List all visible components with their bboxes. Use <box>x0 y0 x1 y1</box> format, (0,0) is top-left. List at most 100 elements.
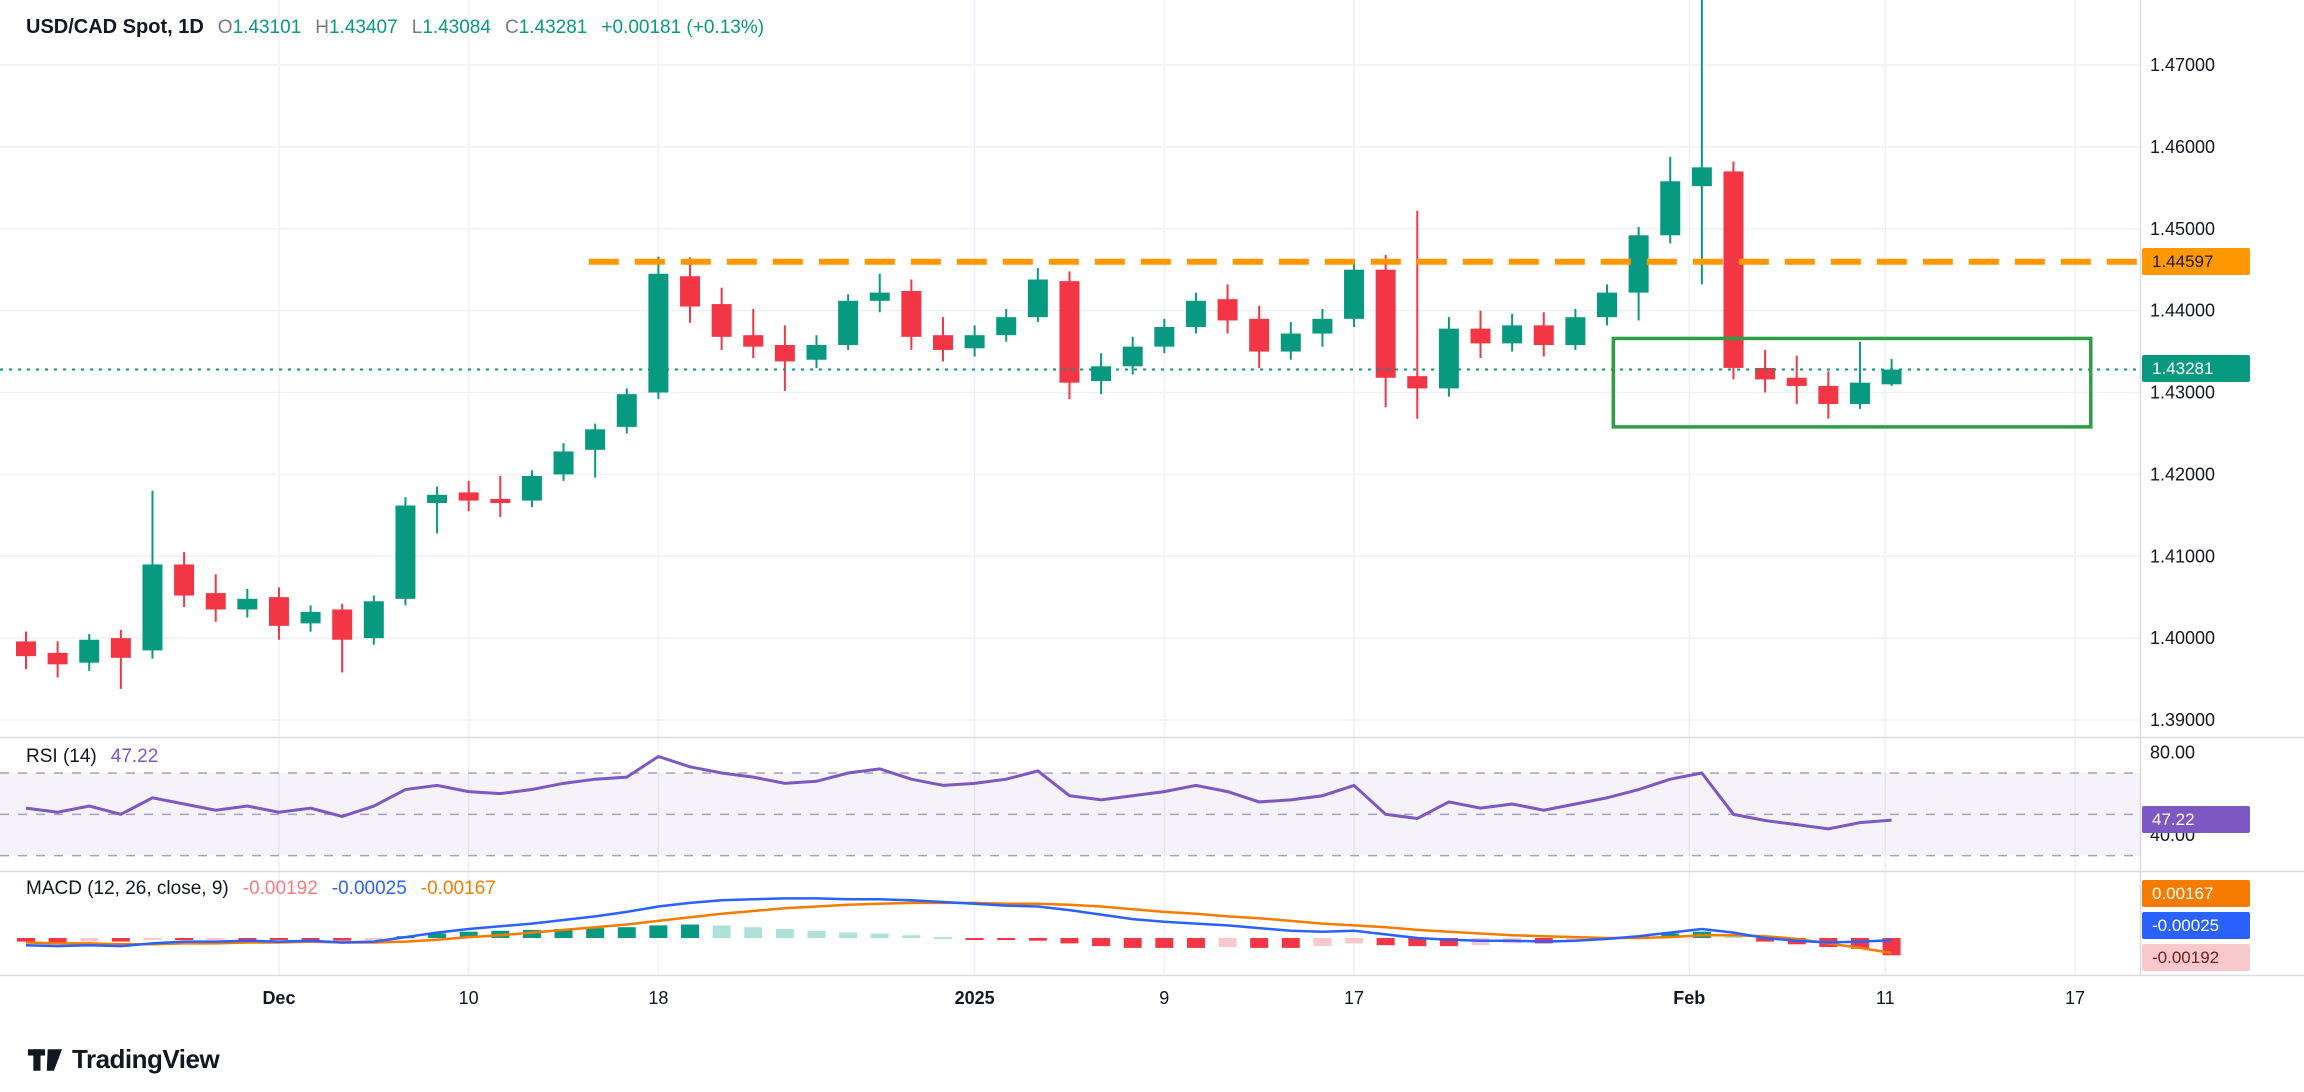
change-value: +0.00181 (+0.13%) <box>601 17 765 38</box>
rsi-line <box>25 754 1892 831</box>
candle <box>1723 171 1744 368</box>
macd-hist-bar <box>143 938 162 940</box>
svg-text:1.39000: 1.39000 <box>2150 710 2215 730</box>
macd-hist-bar <box>1376 938 1395 946</box>
svg-text:Feb: Feb <box>1673 988 1705 1008</box>
candle <box>1344 269 1365 319</box>
candle <box>395 505 416 599</box>
candle <box>16 641 36 657</box>
svg-text:Dec: Dec <box>262 988 295 1008</box>
candle <box>616 394 637 427</box>
macd-label: MACD (12, 26, close, 9) <box>26 878 229 899</box>
candle <box>205 593 226 610</box>
macd-hist-bar <box>649 925 668 938</box>
svg-text:18: 18 <box>648 988 668 1008</box>
candle <box>680 276 701 307</box>
macd-hist-bar <box>807 930 826 938</box>
candle <box>427 494 448 504</box>
macd-hist-bar <box>428 933 447 938</box>
macd-hist-bar <box>1028 938 1047 941</box>
candle <box>774 345 795 362</box>
symbol-title: USD/CAD Spot, 1D <box>26 16 204 38</box>
time-axis[interactable]: Dec 10 18 2025 9 17 Feb 11 17 <box>262 988 2085 1008</box>
macd-hist-bar <box>839 932 858 938</box>
macd-hist-bar <box>744 927 763 938</box>
macd-hist-bar <box>1092 938 1111 947</box>
candle <box>1375 269 1396 378</box>
macd-hist-bar <box>80 938 99 942</box>
candle <box>1565 317 1586 346</box>
svg-text:1.45000: 1.45000 <box>2150 219 2215 239</box>
pane-separators[interactable] <box>0 0 2304 977</box>
macd-legend[interactable]: MACD (12, 26, close, 9) -0.00192 -0.0002… <box>26 878 496 900</box>
macd-hist-bar <box>1345 938 1364 944</box>
candle <box>174 564 195 596</box>
candle <box>1122 346 1143 367</box>
candle <box>1849 382 1870 404</box>
macd-hist-bar <box>1123 938 1142 948</box>
candle <box>1217 299 1238 321</box>
svg-text:2025: 2025 <box>955 988 995 1008</box>
resistance-price-badge: 1.44597 <box>2142 247 2250 275</box>
macd-hist-bar <box>1250 938 1269 948</box>
macd-hist-value: -0.00192 <box>242 878 318 899</box>
price-axis[interactable]: 1.47000 1.46000 1.45000 1.44000 1.43000 1.420… <box>2150 55 2215 730</box>
macd-hist-bar <box>1281 938 1300 948</box>
ohlc-low: L1.43084 <box>411 17 491 38</box>
macd-hist-bar <box>238 938 257 940</box>
macd-hist-bar <box>111 938 130 942</box>
svg-text:1.44000: 1.44000 <box>2150 301 2215 321</box>
macd-hist-bar <box>1155 938 1174 948</box>
macd-hist-bar <box>175 938 194 940</box>
macd-hist-bar <box>48 938 67 943</box>
macd-signal-badge: 0.00167 <box>2142 880 2250 907</box>
macd-line-badge: -0.00025 <box>2142 912 2250 939</box>
macd-hist-bar <box>206 938 225 940</box>
candle <box>1154 327 1175 347</box>
candle <box>553 451 574 475</box>
macd-hist-bar <box>1724 935 1743 938</box>
candle <box>1881 369 1902 385</box>
candle <box>1027 279 1048 318</box>
candle <box>1185 300 1206 327</box>
candle <box>300 611 321 624</box>
macd-hist-bar <box>933 937 952 940</box>
ohlc-open: O1.43101 <box>217 17 302 38</box>
candle <box>743 335 764 347</box>
candle <box>332 609 353 640</box>
rsi-legend[interactable]: RSI (14) 47.22 <box>26 746 158 768</box>
candle <box>806 345 827 360</box>
macd-hist-bar <box>1060 938 1079 944</box>
macd-hist-bar <box>333 938 352 941</box>
candle <box>964 335 985 349</box>
candle <box>1059 281 1080 383</box>
svg-text:10: 10 <box>459 988 479 1008</box>
candle <box>869 292 890 301</box>
highlight-box[interactable] <box>1611 336 2093 429</box>
last-price-badge: 1.43281 <box>2142 355 2250 383</box>
macd-hist-bar <box>17 938 35 942</box>
tradingview-logo-icon <box>28 1048 62 1071</box>
candle <box>711 304 732 337</box>
candle <box>110 638 131 658</box>
candle <box>585 429 606 450</box>
svg-text:80.00: 80.00 <box>2150 742 2195 762</box>
candle <box>142 564 163 651</box>
macd-hist-bar <box>1756 938 1775 942</box>
macd-line-value: -0.00025 <box>331 878 407 899</box>
tradingview-logo[interactable]: TradingView <box>28 1044 220 1075</box>
ohlc-high: H1.43407 <box>315 17 398 38</box>
candle <box>932 335 953 350</box>
candle <box>1502 325 1523 344</box>
macd-hist-bar <box>1408 938 1427 947</box>
macd-hist-bar <box>301 938 320 940</box>
symbol-legend[interactable]: USD/CAD Spot, 1D O1.43101 H1.43407 L1.43… <box>26 16 764 39</box>
macd-hist-bar <box>617 927 636 938</box>
rsi-label: RSI (14) <box>26 746 97 767</box>
svg-text:1.46000: 1.46000 <box>2150 137 2215 157</box>
ohlc-close: C1.43281 <box>504 17 588 38</box>
macd-hist-bar <box>1850 938 1869 949</box>
svg-text:1.40000: 1.40000 <box>2150 628 2215 648</box>
candle <box>458 492 479 501</box>
